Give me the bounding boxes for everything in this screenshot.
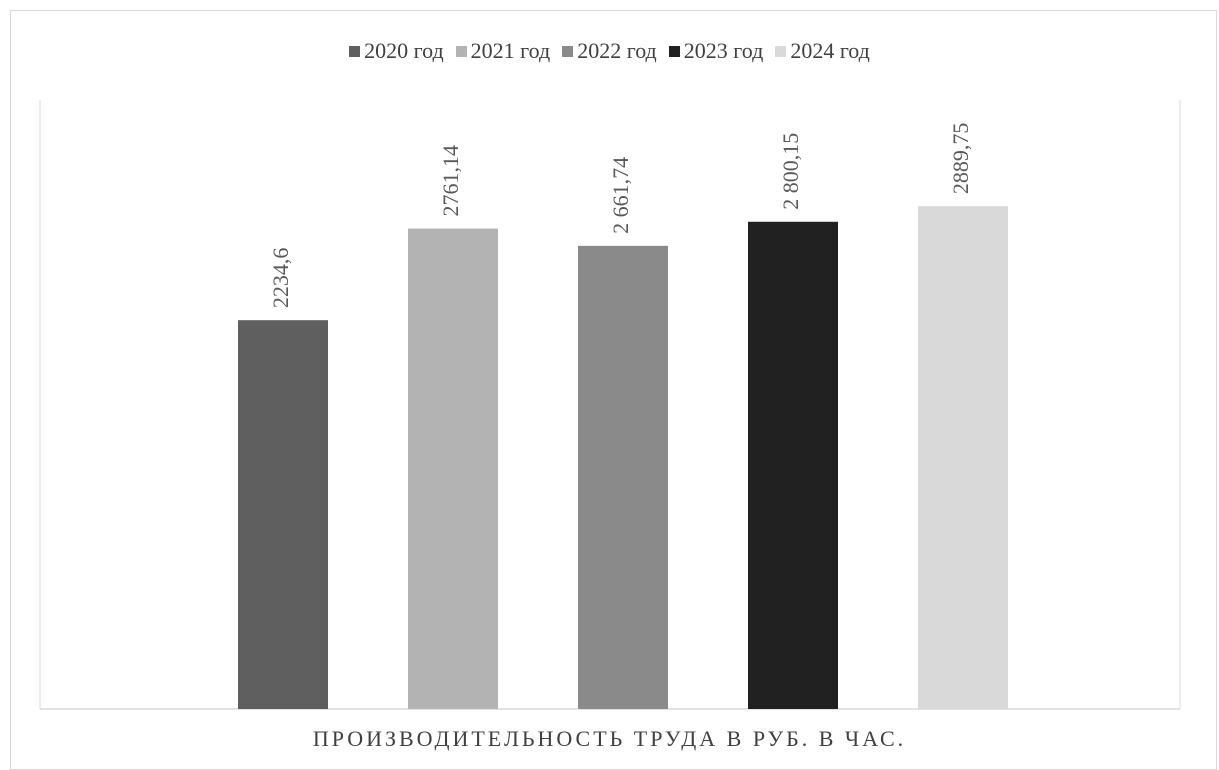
- data-label-2021-год: 2761,14: [438, 145, 463, 217]
- legend-label: 2021 год: [470, 38, 551, 63]
- data-label-2022-год: 2 661,74: [608, 157, 633, 234]
- legend-label: 2022 год: [577, 38, 657, 63]
- legend: 2020 год 2021 год 2022 год 2023 год 2024 год: [0, 38, 1219, 64]
- legend-swatch: [349, 45, 361, 57]
- bar-2023-год: [748, 221, 838, 709]
- legend-item: 2024 год: [775, 38, 870, 64]
- legend-item: 2020 год: [349, 38, 444, 64]
- bar-2021-год: [408, 228, 498, 709]
- legend-swatch: [775, 45, 787, 57]
- data-label-2024-год: 2889,75: [948, 123, 973, 195]
- legend-label: 2024 год: [790, 38, 870, 63]
- legend-swatch: [455, 45, 467, 57]
- data-label-2023-год: 2 800,15: [778, 133, 803, 210]
- legend-label: 2020 год: [364, 38, 444, 63]
- legend-label: 2023 год: [683, 38, 764, 63]
- data-label-2020-год: 2234,6: [268, 248, 293, 309]
- legend-item: 2022 год: [562, 38, 657, 64]
- legend-swatch: [562, 45, 574, 57]
- legend-item: 2023 год: [668, 38, 764, 64]
- legend-item: 2021 год: [455, 38, 551, 64]
- bar-2022-год: [578, 245, 668, 709]
- x-axis-title: ПРОИЗВОДИТЕЛЬНОСТЬ ТРУДА В РУБ. В ЧАС.: [312, 726, 907, 751]
- legend-swatch: [668, 45, 680, 57]
- bar-2024-год: [918, 206, 1008, 709]
- bar-2020-год: [238, 320, 328, 709]
